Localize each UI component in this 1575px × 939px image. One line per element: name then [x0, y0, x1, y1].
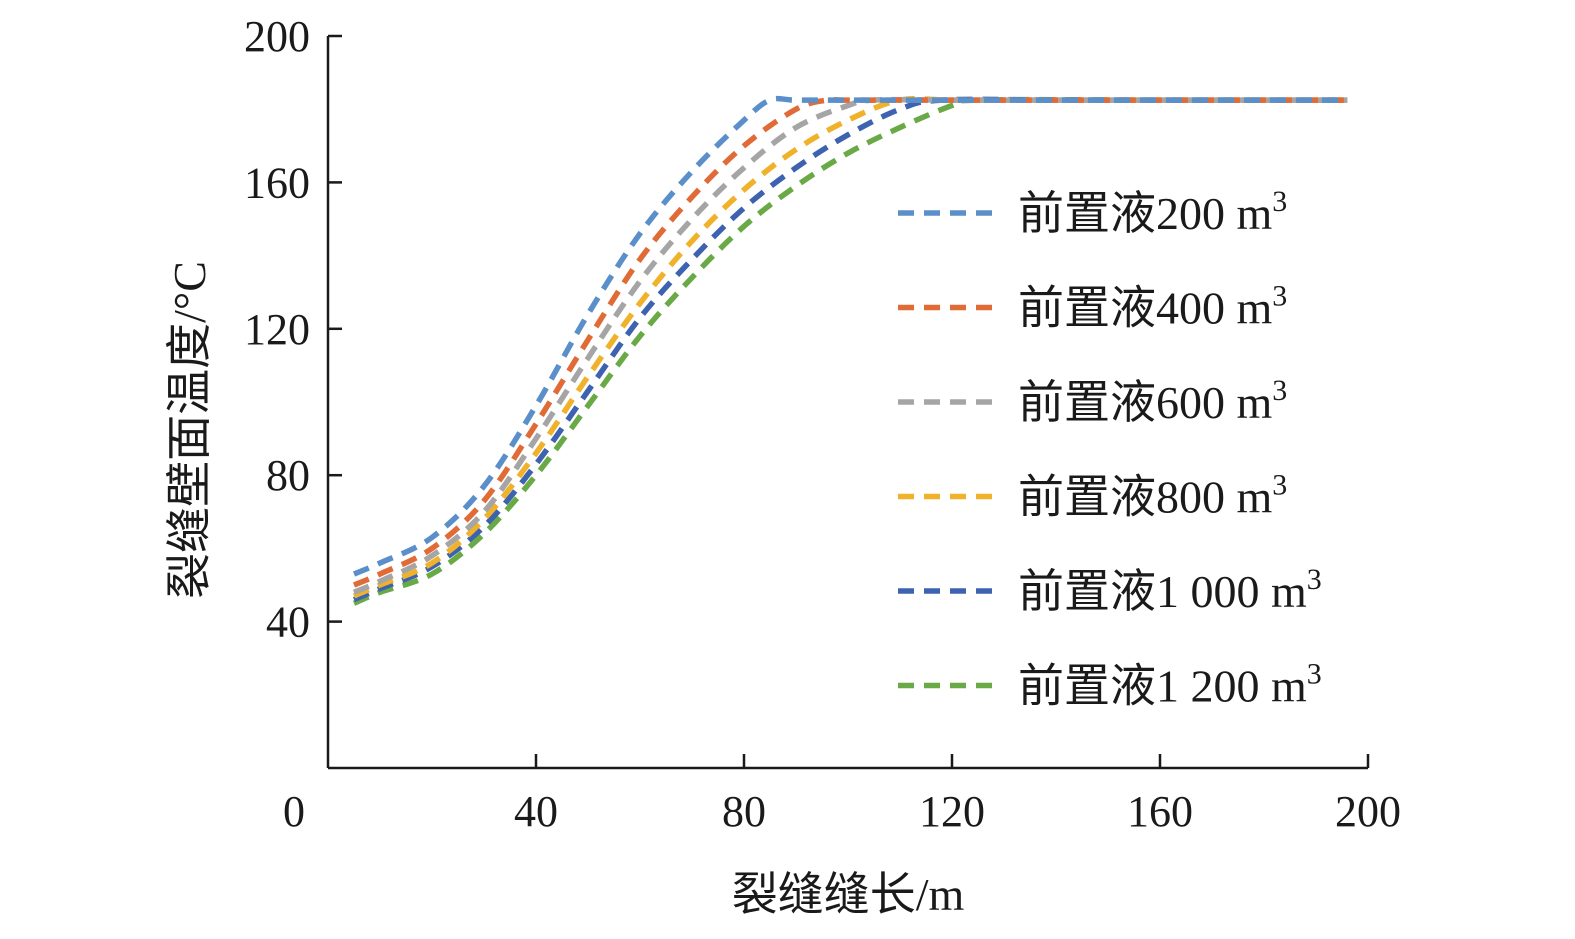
legend-label-superscript: 3: [1272, 280, 1287, 313]
y-ticks: 40 80 120 160 200: [244, 12, 342, 647]
y-tick-label: 120: [244, 305, 310, 354]
legend-label: 前置液400 m3: [1018, 280, 1287, 334]
series-line-0: [352, 95, 1348, 577]
legend-label-text: 前置液1 200 m: [1018, 661, 1307, 712]
series-line-5: [352, 96, 1348, 606]
series-line-4: [352, 96, 1348, 603]
legend-item: 前置液1 200 m3: [898, 658, 1322, 712]
legend-item: 前置液1 000 m3: [898, 563, 1322, 617]
legend-label-superscript: 3: [1272, 469, 1287, 502]
y-tick-label: 200: [244, 12, 310, 61]
legend-item: 前置液200 m3: [898, 185, 1287, 239]
x-tick-label: 160: [1127, 787, 1193, 836]
legend-item: 前置液800 m3: [898, 469, 1287, 523]
legend-label: 前置液200 m3: [1018, 185, 1287, 239]
legend-label: 前置液600 m3: [1018, 374, 1287, 428]
legend-label-superscript: 3: [1307, 563, 1322, 596]
y-tick-label: 40: [266, 598, 310, 647]
x-tick-label: 0: [283, 787, 305, 836]
x-tick-label: 120: [919, 787, 985, 836]
legend-label-superscript: 3: [1272, 374, 1287, 407]
series-layer: [352, 95, 1348, 606]
legend-label: 前置液1 000 m3: [1018, 563, 1322, 617]
legend-label-text: 前置液600 m: [1018, 377, 1273, 428]
legend-label: 前置液800 m3: [1018, 469, 1287, 523]
legend-label-text: 前置液1 000 m: [1018, 566, 1307, 617]
legend-label-text: 前置液200 m: [1018, 188, 1273, 239]
y-tick-label: 80: [266, 451, 310, 500]
legend-label-superscript: 3: [1307, 658, 1322, 691]
y-axis-title: 裂缝壁面温度/°C: [164, 261, 215, 599]
x-tick-label: 40: [514, 787, 558, 836]
legend-label-superscript: 3: [1272, 185, 1287, 218]
legend-item: 前置液400 m3: [898, 280, 1287, 334]
legend-item: 前置液600 m3: [898, 374, 1287, 428]
x-tick-label: 80: [722, 787, 766, 836]
y-tick-label: 160: [244, 158, 310, 207]
legend-label-text: 前置液800 m: [1018, 472, 1273, 523]
x-ticks: 0 40 80 120 160 200: [283, 754, 1401, 836]
legend-label: 前置液1 200 m3: [1018, 658, 1322, 712]
plot-area: [352, 95, 1348, 606]
x-axis-title: 裂缝缝长/m: [732, 869, 965, 920]
series-line-1: [352, 96, 1348, 588]
legend-label-text: 前置液400 m: [1018, 283, 1273, 334]
axes: 0 40 80 120 160 200 40 80 120 160 200: [244, 12, 1401, 836]
x-tick-label: 200: [1335, 787, 1401, 836]
